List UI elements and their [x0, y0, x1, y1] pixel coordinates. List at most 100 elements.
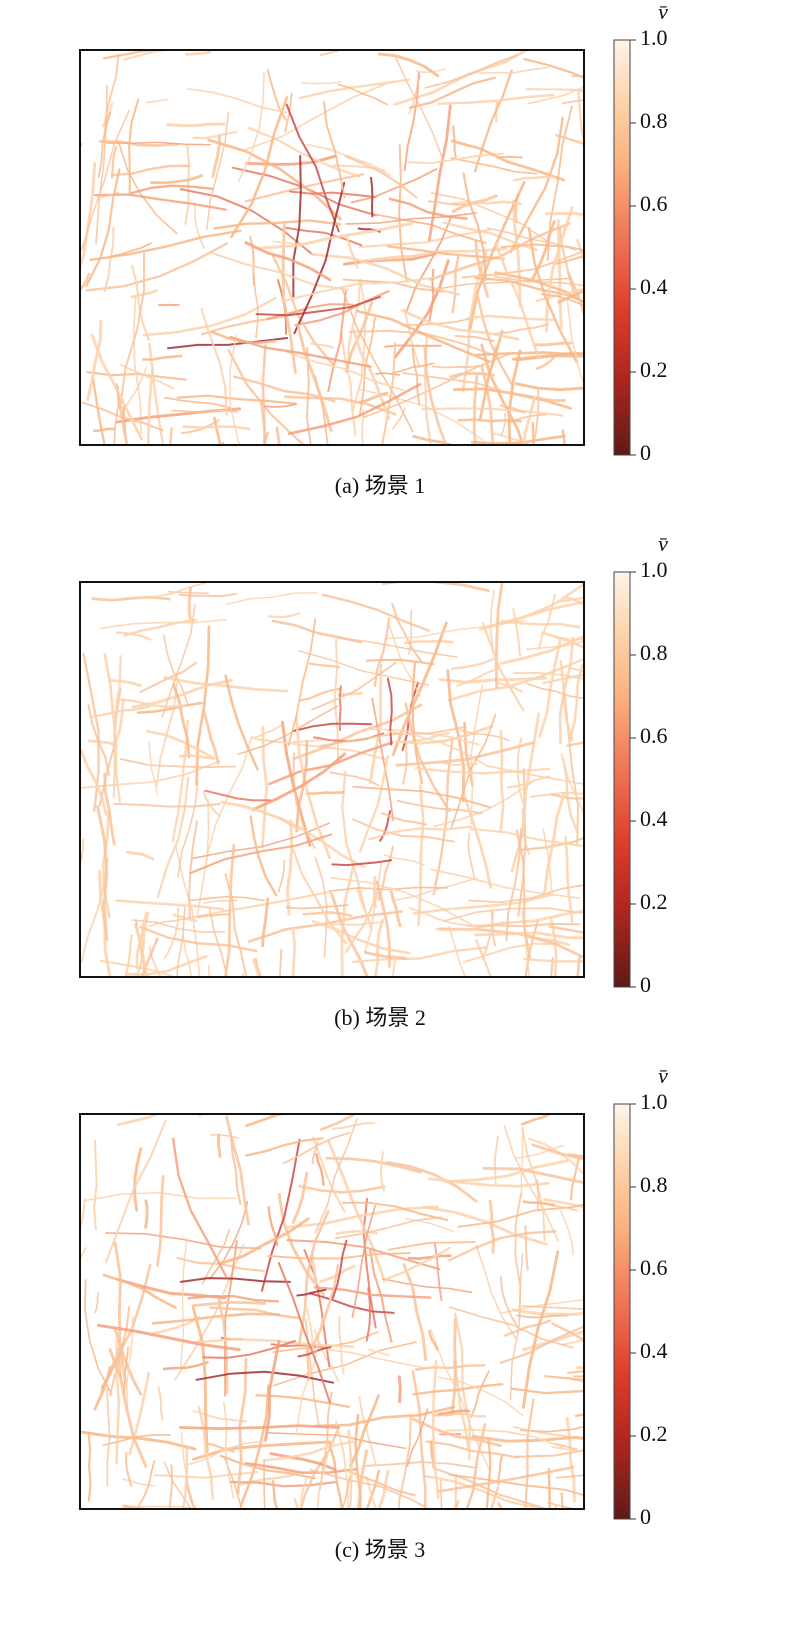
road	[180, 419, 220, 435]
road	[315, 1153, 325, 1186]
road	[146, 366, 154, 444]
road	[103, 53, 120, 140]
road	[167, 337, 289, 350]
road	[179, 1237, 188, 1367]
road	[327, 1139, 386, 1283]
road	[511, 199, 522, 308]
road	[213, 219, 342, 230]
road	[398, 1413, 412, 1508]
road	[297, 1346, 332, 1358]
road	[196, 798, 210, 917]
colorbar-tick-label: 0	[640, 440, 651, 465]
road	[249, 815, 278, 897]
road	[499, 729, 505, 834]
road	[545, 206, 574, 333]
road	[358, 1395, 378, 1467]
road	[474, 351, 583, 357]
road	[253, 274, 259, 339]
road	[505, 827, 523, 942]
road	[285, 819, 294, 916]
road	[358, 228, 491, 249]
road	[440, 1480, 443, 1508]
road	[131, 264, 150, 342]
road	[188, 820, 199, 920]
road	[551, 1322, 583, 1341]
road	[81, 272, 91, 291]
road	[365, 1476, 377, 1508]
road	[335, 1420, 349, 1508]
road	[527, 86, 583, 105]
road	[81, 749, 108, 816]
road	[192, 1410, 248, 1423]
road	[550, 956, 554, 976]
road	[237, 71, 265, 183]
road	[251, 752, 346, 812]
road	[401, 371, 502, 392]
road	[365, 1287, 372, 1342]
road-network	[81, 1115, 583, 1508]
road	[91, 595, 171, 602]
road	[103, 226, 115, 293]
road	[254, 738, 388, 761]
road	[509, 1253, 524, 1400]
road	[344, 155, 418, 199]
road-network	[81, 51, 583, 444]
road	[451, 255, 460, 314]
road	[489, 589, 500, 670]
road	[524, 919, 539, 976]
road	[411, 347, 421, 406]
colorbar-tick-label: 1.0	[640, 1089, 668, 1114]
map-frame	[79, 49, 585, 446]
road	[148, 918, 184, 927]
road-network	[81, 583, 583, 976]
road	[87, 1431, 92, 1502]
road	[414, 1364, 486, 1371]
road	[263, 403, 297, 408]
road	[510, 1387, 583, 1395]
road	[298, 1184, 386, 1194]
road	[229, 335, 372, 368]
road	[247, 910, 403, 943]
road	[202, 1340, 296, 1359]
road	[448, 1230, 557, 1262]
road	[453, 1473, 458, 1508]
road	[293, 181, 346, 335]
road	[163, 907, 180, 960]
road	[118, 142, 178, 235]
road	[131, 678, 234, 709]
road	[521, 1250, 560, 1409]
road	[407, 1254, 452, 1260]
road	[202, 710, 220, 765]
road	[433, 277, 571, 291]
road	[560, 1492, 564, 1508]
road	[97, 111, 112, 178]
road	[113, 1241, 128, 1386]
road	[163, 676, 289, 693]
road	[525, 88, 583, 92]
road	[310, 342, 335, 349]
road	[525, 640, 583, 651]
road	[226, 592, 318, 605]
road	[172, 682, 191, 759]
road	[499, 1275, 519, 1328]
road	[223, 1240, 238, 1397]
road	[115, 631, 152, 641]
road	[536, 1179, 540, 1212]
road	[291, 928, 296, 976]
road	[463, 721, 474, 787]
road	[245, 1115, 285, 1128]
road	[338, 685, 342, 732]
road	[341, 1201, 449, 1221]
road	[298, 78, 410, 100]
road	[476, 296, 515, 388]
road	[567, 1370, 583, 1375]
road	[198, 1115, 203, 1117]
road	[280, 276, 438, 303]
road	[272, 1341, 417, 1387]
road	[379, 1151, 385, 1192]
road	[156, 776, 190, 899]
road	[224, 843, 236, 976]
road	[309, 1292, 395, 1314]
road	[306, 1307, 316, 1359]
road	[162, 1361, 209, 1371]
